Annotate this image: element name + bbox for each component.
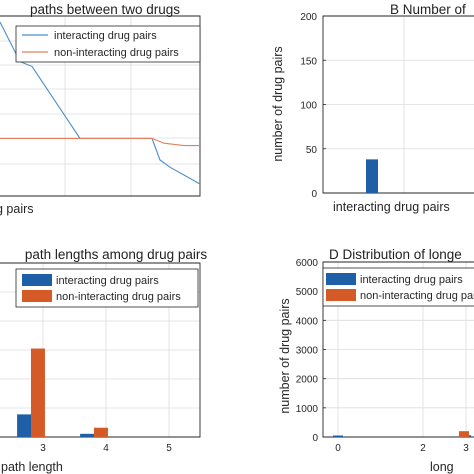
panel-c: path lengths among drug pairs 3 4 5 intera… [0,247,207,474]
bar-interacting [17,414,32,437]
legend-swatch-non-interacting [22,290,52,302]
x-tick-label: 3 [40,443,46,454]
legend-swatch-non-interacting [326,289,356,301]
y-tick-label: 200 [300,12,317,23]
y-tick-label: 50 [306,145,318,156]
legend-label-interacting: interacting drug pairs [54,30,157,42]
x-tick-label: 2 [420,443,426,454]
y-tick-label: 1000 [296,404,319,415]
bar-interacting [366,159,378,193]
y-tick-label: 3000 [296,346,319,357]
panel-a-xlabel: g pairs [0,202,34,216]
panel-d-ylabel: number of drug pairs [278,298,292,413]
panel-c-title: path lengths among drug pairs [25,247,208,262]
y-tick-label: 0 [312,433,318,444]
panel-c-legend: interacting drug pairs non-interacting d… [15,268,199,308]
panel-b: B Number of 0 50 100 150 200 number of drug … [271,2,474,214]
bar-non-interacting [30,348,45,437]
legend-label-non-interacting: non-interacting drug pairs [56,291,181,303]
panel-b-ylabel: number of drug pairs [271,46,285,161]
x-tick-label: 4 [103,443,109,454]
legend-swatch-interacting [22,274,52,286]
bar-interacting [80,433,95,437]
y-tick-label: 100 [300,101,317,112]
y-tick-label: 2000 [296,375,319,386]
panel-d-legend: interacting drug pairs non-interacting d… [322,267,474,307]
legend-label-interacting: interacting drug pairs [360,274,463,286]
panel-b-xtick-label: interacting drug pairs [333,200,450,214]
panel-b-title: B Number of [390,2,466,17]
bar-interacting [333,435,343,437]
panel-c-xlabel: path length [1,460,63,474]
x-tick-label: 3 [463,443,469,454]
panel-d-xlabel: long [430,460,454,474]
line-non-interacting [0,137,200,147]
y-tick-label: 6000 [296,258,319,269]
legend-label-non-interacting: non-interacting drug pairs [54,47,179,59]
legend-label-interacting: interacting drug pairs [56,275,159,287]
panel-d: D Distribution of longe 0 1000 2000 3000 400… [278,247,474,474]
panel-a: paths between two drugs interacting drug… [0,2,201,216]
legend-swatch-interacting [326,273,356,285]
y-tick-label: 0 [311,189,317,200]
panel-a-legend: interacting drug pairs non-interacting d… [15,25,201,63]
panel-a-axes [0,15,201,197]
bar-non-interacting [93,427,108,437]
x-tick-label: 0 [335,443,341,454]
y-tick-label: 5000 [296,287,319,298]
panel-a-title: paths between two drugs [30,2,180,17]
y-tick-label: 150 [300,56,317,67]
x-tick-label: 5 [166,443,172,454]
panel-d-title: D Distribution of longe [329,247,462,262]
bar-non-interacting [458,431,469,437]
legend-label-non-interacting: non-interacting drug pairs [360,290,474,302]
y-tick-label: 4000 [296,316,319,327]
